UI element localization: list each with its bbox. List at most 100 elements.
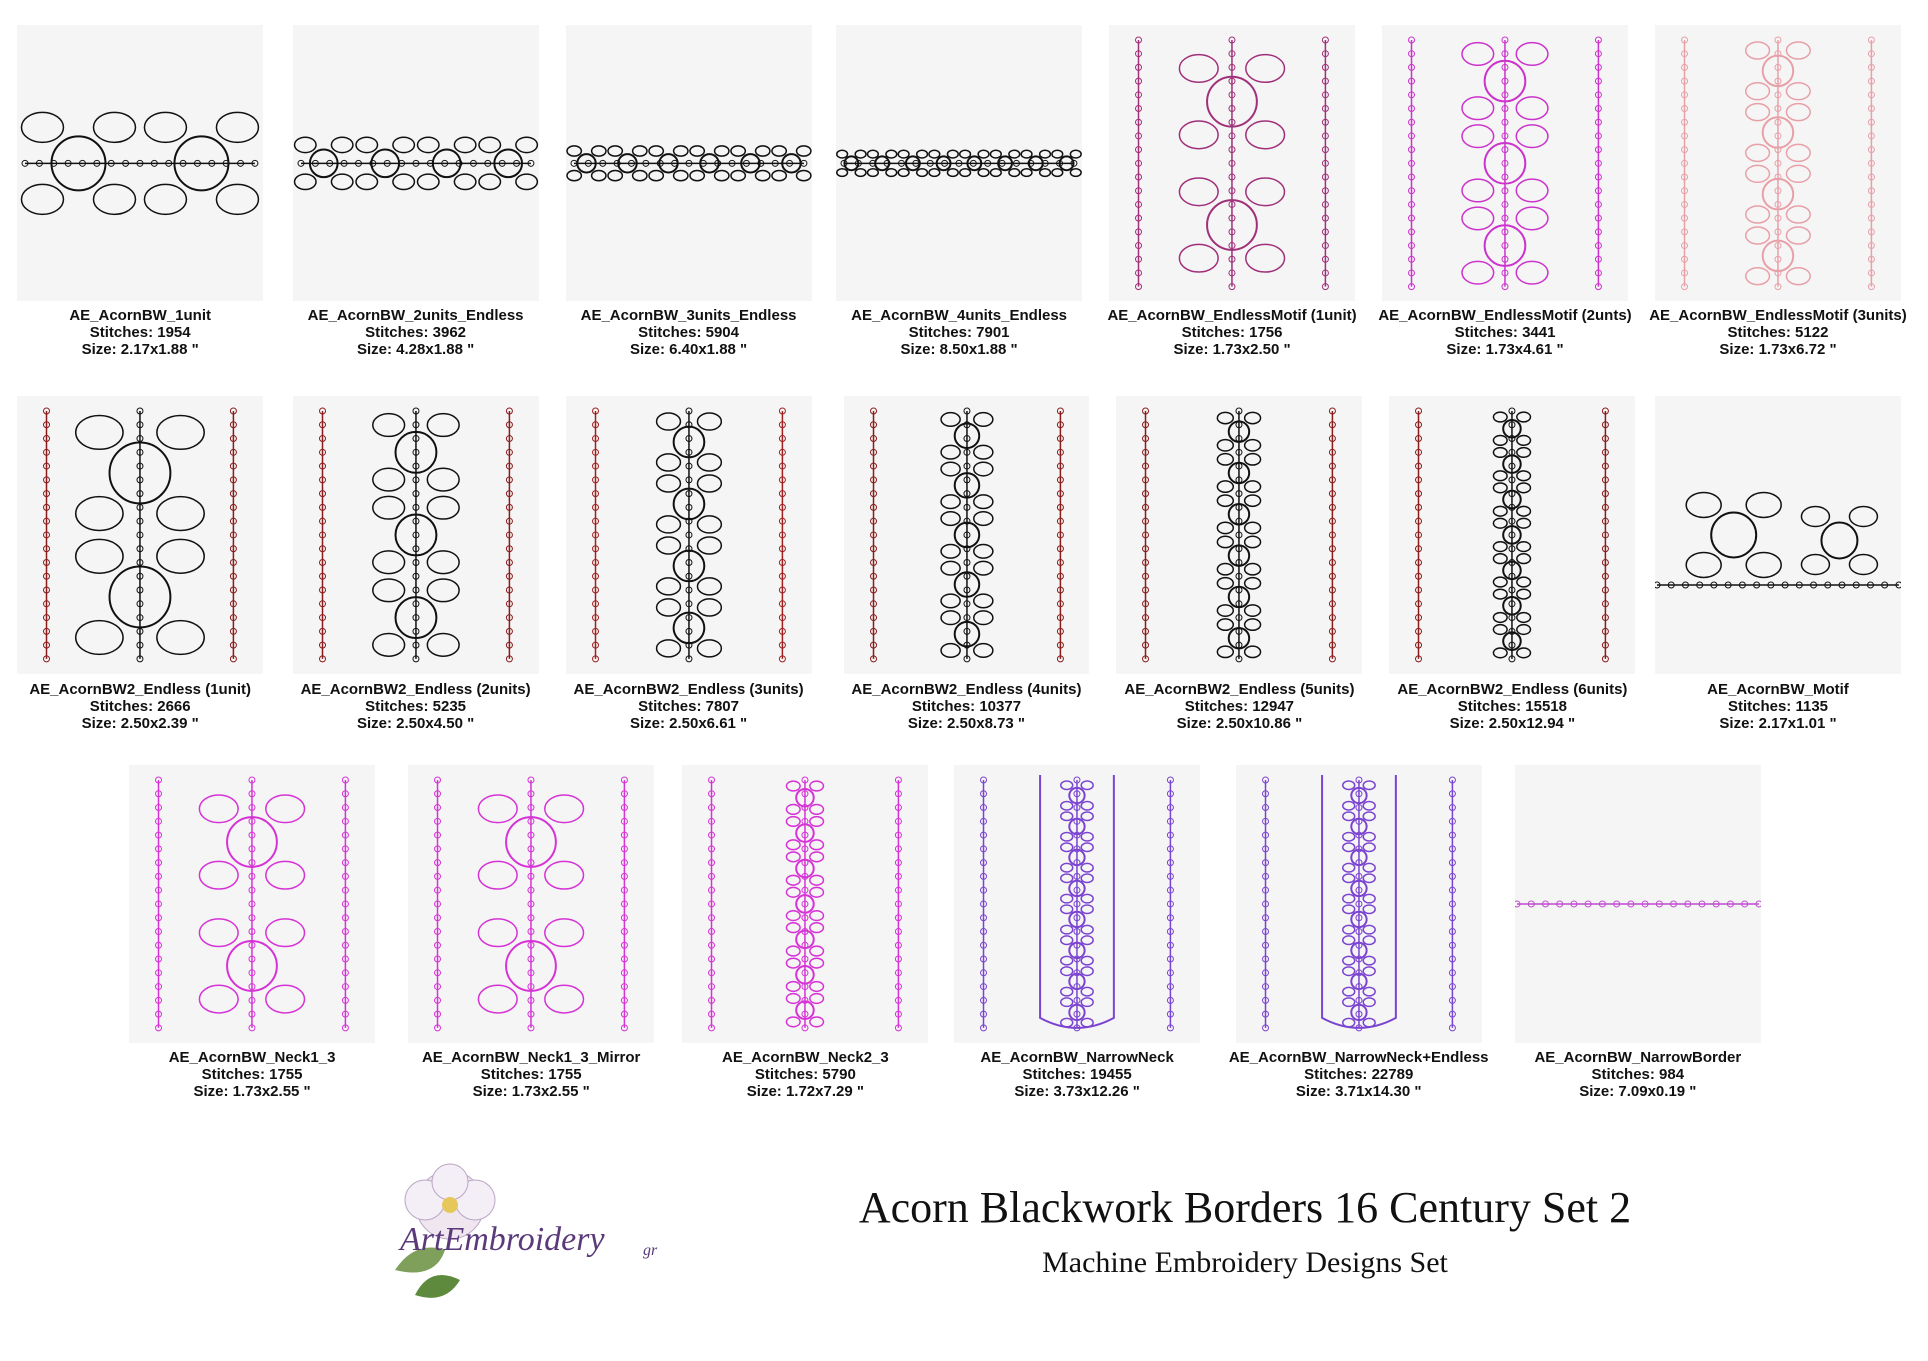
chain-bead xyxy=(1056,545,1064,553)
chain-bead xyxy=(980,858,988,866)
leaf xyxy=(371,578,405,603)
design-stitches: Stitches: 1755 xyxy=(201,1065,303,1083)
chain-bead xyxy=(318,545,326,553)
design-thumbnail[interactable] xyxy=(1109,24,1355,302)
chain-bead xyxy=(1602,558,1610,566)
leaf xyxy=(544,860,585,890)
chain-bead xyxy=(1448,941,1456,949)
leaf xyxy=(1516,540,1532,553)
chain-bead xyxy=(155,900,163,908)
chain-bead xyxy=(708,1024,716,1032)
chain-bead xyxy=(412,641,420,649)
chain-bead xyxy=(1073,955,1081,963)
leaf xyxy=(1745,551,1782,579)
design-thumbnail[interactable] xyxy=(843,395,1090,674)
chain-bead xyxy=(434,982,442,990)
motif xyxy=(1502,454,1523,474)
leaf xyxy=(1217,480,1235,493)
chain-bead xyxy=(248,803,256,811)
design-thumbnail[interactable] xyxy=(1235,764,1482,1043)
chain-bead xyxy=(1321,200,1329,208)
design-thumbnail[interactable] xyxy=(1514,764,1761,1043)
chain-bead xyxy=(1321,186,1329,194)
leaf xyxy=(1217,618,1235,631)
design-thumbnail[interactable] xyxy=(565,24,812,302)
chain-bead xyxy=(1867,282,1875,290)
chain-bead xyxy=(248,927,256,935)
chain-bead xyxy=(962,490,970,498)
leaf xyxy=(1515,177,1549,203)
chain-bead xyxy=(512,159,520,167)
leaf xyxy=(1362,955,1376,966)
chain-bead xyxy=(1329,503,1337,511)
design-size: Size: 2.50x2.39 " xyxy=(81,715,199,733)
leaf xyxy=(939,494,961,510)
design-thumbnail[interactable] xyxy=(17,395,264,674)
design-thumbnail[interactable] xyxy=(954,764,1201,1043)
chain-bead xyxy=(1774,227,1782,235)
design xyxy=(565,144,812,182)
chain-bead xyxy=(778,462,786,470)
chain-bead xyxy=(155,996,163,1004)
leaf xyxy=(1516,505,1532,517)
leaf xyxy=(1515,95,1549,120)
chain-bead xyxy=(1355,872,1363,880)
chain-bead xyxy=(318,572,326,580)
design-thumbnail[interactable] xyxy=(408,764,655,1043)
design-thumbnail[interactable] xyxy=(1382,24,1628,302)
leaf xyxy=(786,780,802,792)
chain-bead xyxy=(1584,900,1592,908)
chain-bead xyxy=(1508,421,1516,429)
chain-bead xyxy=(962,655,970,663)
design-thumbnail[interactable] xyxy=(1655,395,1901,674)
design-thumbnail[interactable] xyxy=(1116,395,1363,674)
chain-bead xyxy=(962,462,970,470)
chain-bead xyxy=(708,982,716,990)
chain-bead xyxy=(1741,900,1749,908)
chain-bead xyxy=(621,790,629,798)
motif xyxy=(1228,544,1251,567)
chain-bead xyxy=(962,572,970,580)
chain-bead xyxy=(498,159,506,167)
chain-bead xyxy=(342,982,350,990)
chain-bead xyxy=(505,490,513,498)
chain-bead xyxy=(155,776,163,784)
chain-bead xyxy=(1329,655,1337,663)
design-thumbnail[interactable] xyxy=(565,395,812,674)
motif xyxy=(1350,941,1368,959)
leaf xyxy=(20,183,65,215)
chain-bead xyxy=(1167,996,1175,1004)
chain-bead xyxy=(1228,36,1236,44)
design-size: Size: 1.73x2.55 " xyxy=(472,1082,590,1100)
chain-bead xyxy=(984,159,992,167)
chain-bead xyxy=(801,914,809,922)
chain-bead xyxy=(598,159,606,167)
design-thumbnail[interactable] xyxy=(292,395,539,674)
design-label: AE_AcornBW2_Endless (3units) Stitches: 78… xyxy=(549,681,829,732)
design-thumbnail[interactable] xyxy=(682,764,929,1043)
design-thumbnail[interactable] xyxy=(17,24,264,302)
leaf xyxy=(713,144,730,157)
design-thumbnail[interactable] xyxy=(1655,24,1901,302)
leaf xyxy=(156,414,206,450)
leaf xyxy=(786,945,802,957)
design-thumbnail[interactable] xyxy=(292,24,539,302)
leaf xyxy=(1051,167,1064,177)
chain-bead xyxy=(1501,173,1509,181)
chain-bead xyxy=(505,421,513,429)
motif xyxy=(1068,910,1086,928)
leaf xyxy=(75,414,125,450)
design-thumbnail[interactable] xyxy=(129,764,375,1043)
leaf xyxy=(809,886,825,898)
chain-bead xyxy=(778,627,786,635)
design-thumbnail[interactable] xyxy=(836,24,1083,302)
leaf xyxy=(809,980,825,992)
chain-bead xyxy=(1235,613,1243,621)
motif xyxy=(1502,560,1523,581)
design xyxy=(43,407,238,663)
chain-bead xyxy=(1142,407,1150,415)
neck-outline xyxy=(1039,774,1116,1029)
chain-bead xyxy=(1235,490,1243,498)
design-thumbnail[interactable] xyxy=(1389,395,1636,674)
motif xyxy=(672,611,705,645)
